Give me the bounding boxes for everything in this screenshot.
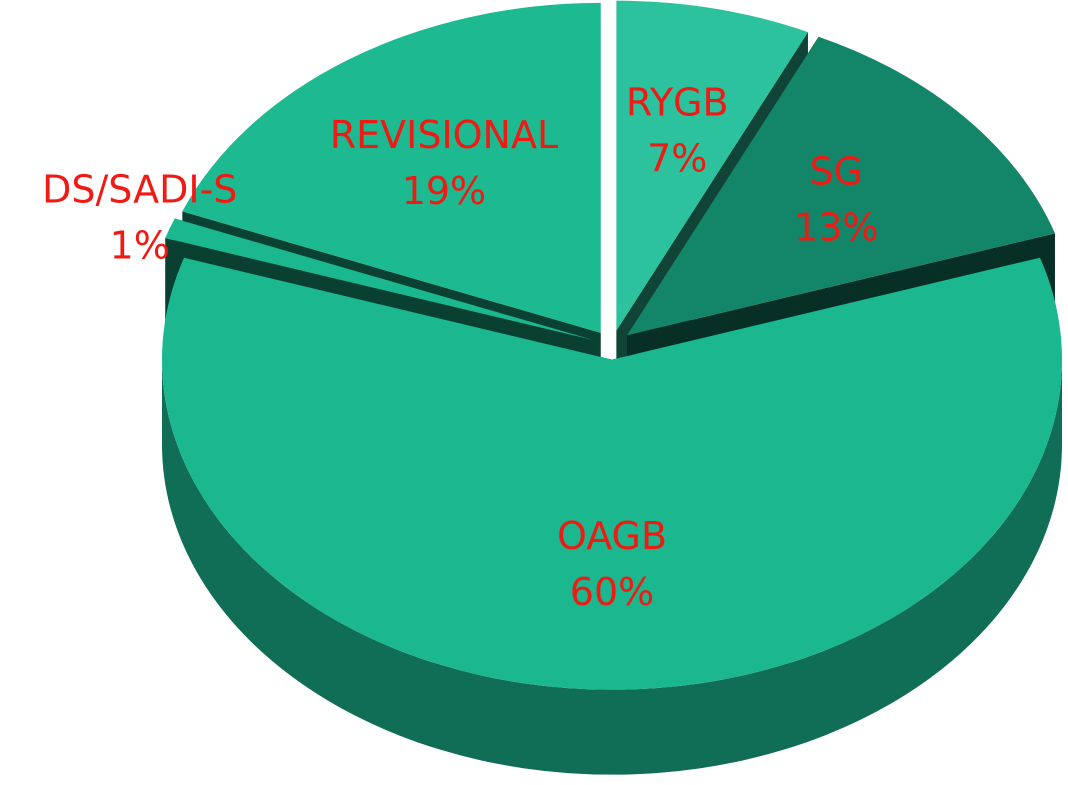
slice-top <box>162 257 1063 690</box>
category-label: RYGB <box>626 81 729 125</box>
category-label: REVISIONAL <box>330 113 558 157</box>
value-label: 60% <box>570 570 654 614</box>
slice-top <box>616 0 808 331</box>
slice <box>162 257 1063 775</box>
category-label: SG <box>809 149 863 193</box>
slice-wall <box>162 359 1062 775</box>
slice-top <box>182 2 601 333</box>
value-label: 19% <box>402 169 486 213</box>
category-label: DS/SADI-S <box>42 168 237 212</box>
value-label: 1% <box>110 224 170 268</box>
value-label: 7% <box>647 137 707 181</box>
slice-top <box>165 218 594 341</box>
category-label: OAGB <box>557 514 667 558</box>
value-label: 13% <box>794 205 878 249</box>
slice-top <box>627 36 1055 336</box>
